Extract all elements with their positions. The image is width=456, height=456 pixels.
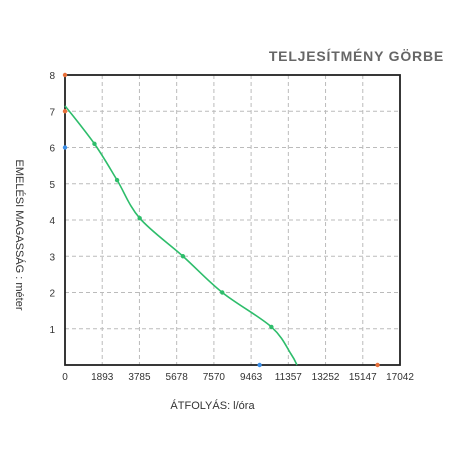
x-tick-label: 0 <box>62 372 68 383</box>
data-point <box>180 254 186 259</box>
y-tick-label: 8 <box>49 71 55 82</box>
y-tick-label: 1 <box>49 325 55 336</box>
series-layer <box>64 105 298 366</box>
plot-frame <box>64 74 401 366</box>
x-tick-label: 1893 <box>91 372 114 383</box>
x-tick-label: 7570 <box>203 372 226 383</box>
axis-marker-dot <box>257 362 262 368</box>
axis-marker-dot <box>375 362 380 368</box>
performance-curve <box>64 105 298 366</box>
axis-marker-dot <box>62 109 68 114</box>
y-tick-label: 2 <box>49 289 55 300</box>
axis-markers <box>62 72 380 368</box>
chart-title: TELJESÍTMÉNY GÖRBE <box>268 48 444 64</box>
y-axis-label: EMELÉSI MAGASSÁG : méter <box>13 160 26 311</box>
x-tick-label: 3785 <box>128 372 151 383</box>
x-tick-label: 11357 <box>275 372 303 383</box>
y-tick-label: 4 <box>49 216 55 227</box>
grid-lines <box>65 75 400 365</box>
data-point <box>92 141 97 147</box>
x-tick-label: 13252 <box>312 372 340 383</box>
x-tick-label: 15147 <box>349 372 377 383</box>
x-tick-labels: 0 1893 3785 5678 7570 9463 11357 13252 15147 1704… <box>62 372 414 383</box>
data-point <box>114 177 120 183</box>
x-tick-label: 17042 <box>386 372 414 383</box>
y-tick-label: 3 <box>49 252 55 263</box>
y-tick-label: 6 <box>49 144 55 155</box>
axis-marker-dot <box>62 72 68 78</box>
x-axis-label: ÁTFOLYÁS: l/óra <box>170 399 255 412</box>
data-point <box>220 290 225 295</box>
y-tick-labels: 1 2 3 4 5 6 7 8 <box>49 71 55 336</box>
x-tick-label: 9463 <box>240 372 263 383</box>
data-point <box>269 324 274 330</box>
data-point <box>137 215 142 221</box>
x-tick-label: 5678 <box>166 372 189 383</box>
y-tick-label: 5 <box>49 180 55 191</box>
y-tick-label: 7 <box>49 107 55 118</box>
axis-marker-dot <box>62 145 68 150</box>
axes <box>64 74 401 366</box>
